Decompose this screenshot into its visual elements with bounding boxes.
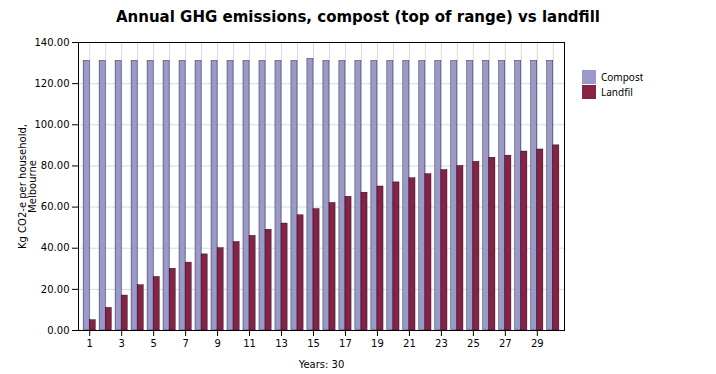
svg-text:Years: 30: Years: 30 bbox=[298, 359, 345, 370]
svg-text:11: 11 bbox=[243, 338, 256, 349]
svg-text:21: 21 bbox=[403, 338, 416, 349]
svg-text:23: 23 bbox=[435, 338, 448, 349]
svg-text:60.00: 60.00 bbox=[41, 201, 70, 212]
svg-text:1: 1 bbox=[87, 338, 93, 349]
svg-text:0.00: 0.00 bbox=[47, 325, 69, 336]
svg-text:25: 25 bbox=[467, 338, 480, 349]
svg-text:5: 5 bbox=[150, 338, 156, 349]
svg-text:80.00: 80.00 bbox=[41, 160, 70, 171]
svg-text:29: 29 bbox=[531, 338, 544, 349]
svg-text:3: 3 bbox=[118, 338, 124, 349]
svg-text:13: 13 bbox=[275, 338, 288, 349]
html-text:Annual GHG emissions, compost: Annual GHG emissions, compost (top of ra… bbox=[116, 8, 600, 26]
html-text:Landfil: Landfil bbox=[601, 85, 633, 99]
svg-text:7: 7 bbox=[182, 338, 188, 349]
svg-text:19: 19 bbox=[371, 338, 384, 349]
svg-text:100.00: 100.00 bbox=[35, 119, 70, 130]
svg-text:15: 15 bbox=[307, 338, 320, 349]
svg-text:140.00: 140.00 bbox=[35, 37, 70, 48]
svg-text:20.00: 20.00 bbox=[41, 284, 70, 295]
svg-text:120.00: 120.00 bbox=[35, 78, 70, 89]
svg-text:27: 27 bbox=[499, 338, 512, 349]
svg-text:40.00: 40.00 bbox=[41, 242, 70, 253]
svg-text:Kg CO2-e per household,Melbour: Kg CO2-e per household,Melbourne bbox=[17, 124, 38, 249]
html-text:Compost: Compost bbox=[601, 70, 644, 84]
svg-text:9: 9 bbox=[214, 338, 220, 349]
svg-text:17: 17 bbox=[339, 338, 352, 349]
